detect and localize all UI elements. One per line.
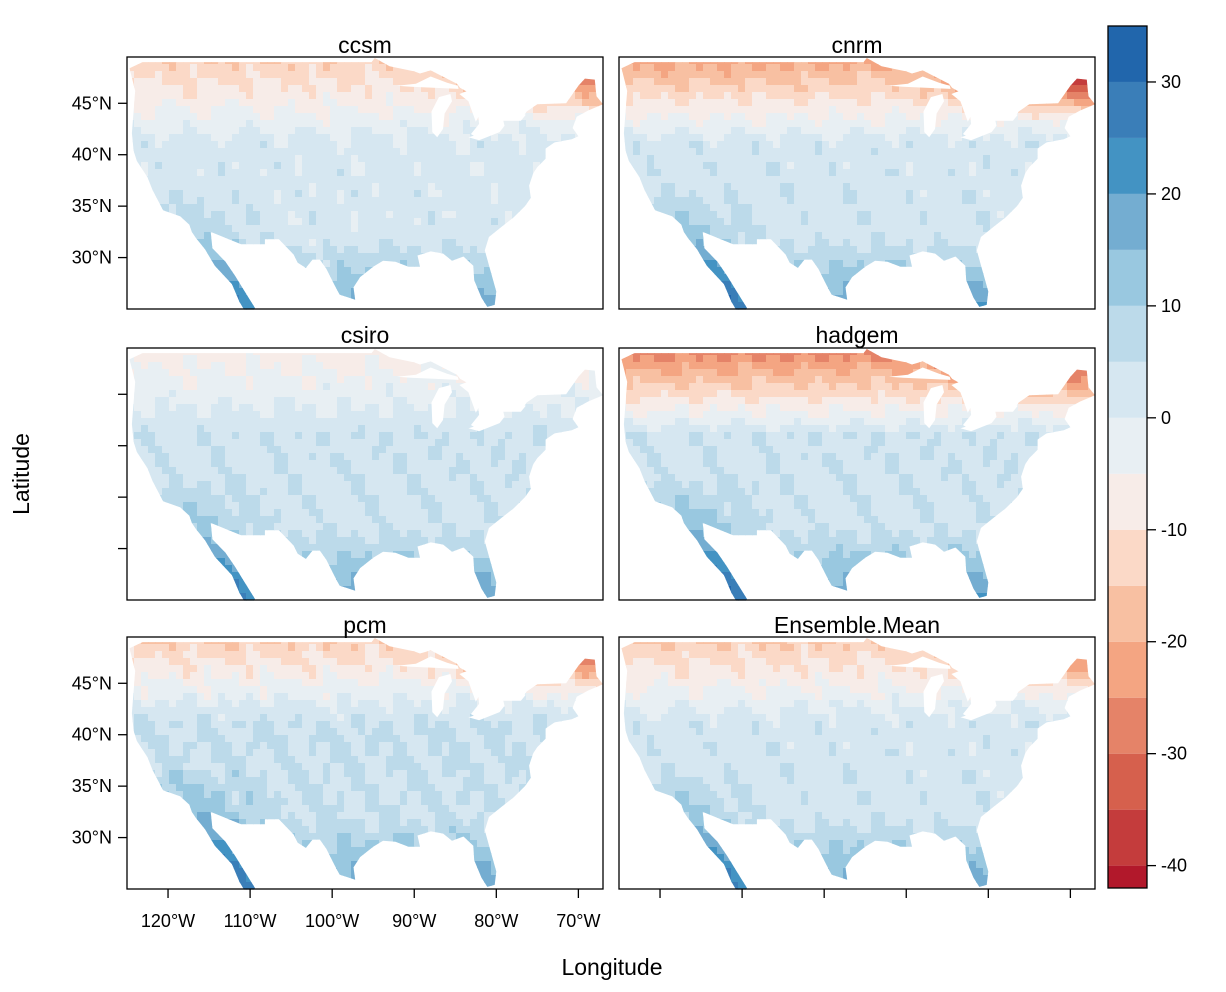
lake-shape (923, 674, 944, 718)
panel-frame (618, 56, 1096, 310)
colorbar-tick-label: 20 (1161, 184, 1181, 204)
colorbar-bin (1108, 697, 1147, 754)
lat-tick-label: 35°N (72, 196, 112, 216)
y-axis-title: Latitude (8, 433, 34, 515)
map-raster (129, 349, 603, 601)
lake-shape (459, 381, 494, 413)
lake-shape (923, 385, 944, 429)
panel-hadgem: hadgem (618, 322, 1096, 601)
colorbar-bin (1108, 26, 1147, 82)
colorbar-frame (1107, 25, 1148, 889)
lake-shape (923, 94, 944, 138)
lake-shape (498, 694, 526, 701)
colorbar-bin (1108, 305, 1147, 362)
colorbar-bin (1108, 585, 1147, 642)
colorbar-bin (1108, 865, 1147, 888)
colorbar-bin (1108, 193, 1147, 250)
lat-tick-label: 30°N (72, 828, 112, 848)
lon-tick-label: 70°W (556, 911, 600, 931)
panel-frame (126, 636, 604, 890)
lake-shape (431, 674, 452, 718)
panel-cnrm: cnrm (618, 32, 1096, 310)
axes-layer: 45°N 40°N 35°N 30°N 45°N 40°N 35°N 30°N 120°W 110… (72, 93, 1072, 931)
lat-tick-label: 30°N (72, 248, 112, 268)
colorbar-bin (1108, 529, 1147, 586)
map-raster (129, 638, 603, 890)
colorbar-bin (1108, 361, 1147, 418)
lake-shape (397, 76, 459, 89)
lake-shape (960, 705, 997, 721)
colorbar-bin (1108, 81, 1147, 138)
lake-shape (951, 670, 986, 702)
panel-frame (126, 347, 604, 601)
panel-ccsm: ccsm (126, 32, 604, 310)
lake-shape (990, 405, 1018, 412)
lake-shape (431, 94, 452, 138)
colorbar-tick-label: -20 (1161, 632, 1187, 652)
lake-shape (960, 125, 997, 141)
panel-title-hadgem: hadgem (815, 322, 898, 348)
lake-shape (889, 656, 951, 669)
panel-title-ensemble-mean: Ensemble.Mean (774, 612, 940, 638)
lon-tick-label: 80°W (474, 911, 518, 931)
lon-tick-label: 110°W (224, 911, 277, 931)
colorbar-tick-label: 0 (1161, 408, 1171, 428)
x-axis-title: Longitude (561, 954, 662, 980)
colorbar-tick-label: -40 (1161, 856, 1187, 876)
lat-tick-label: 40°N (72, 725, 112, 745)
lake-shape (951, 90, 986, 122)
colorbar-bin (1108, 753, 1147, 810)
colorbar-bin (1108, 473, 1147, 530)
colorbar-tick-label: -30 (1161, 744, 1187, 764)
colorbar-bin (1108, 249, 1147, 306)
lake-shape (431, 385, 452, 429)
colorbar-tick-label: 10 (1161, 296, 1181, 316)
panel-title-cnrm: cnrm (831, 32, 882, 58)
colorbar-bin (1108, 417, 1147, 474)
colorbar-bin (1108, 809, 1147, 866)
lake-shape (498, 405, 526, 412)
colorbar-tick-label: -10 (1161, 520, 1187, 540)
lake-shape (990, 114, 1018, 121)
lat-tick-label: 40°N (72, 145, 112, 165)
panel-title-csiro: csiro (341, 322, 390, 348)
panel-frame (618, 347, 1096, 601)
lake-shape (468, 705, 505, 721)
lake-shape (468, 416, 505, 432)
colorbar-bin (1108, 641, 1147, 698)
lake-shape (990, 694, 1018, 701)
map-raster (129, 58, 603, 310)
lake-shape (951, 381, 986, 413)
lake-shape (498, 114, 526, 121)
panel-pcm: pcm (126, 612, 604, 890)
lake-shape (889, 367, 951, 380)
lake-shape (960, 416, 997, 432)
panel-title-pcm: pcm (343, 612, 386, 638)
panel-ensemble-mean: Ensemble.Mean (618, 612, 1096, 890)
colorbar: -40 -30 -20 -10 0 10 20 30 (1107, 25, 1187, 889)
lake-shape (889, 76, 951, 89)
map-raster (621, 58, 1095, 310)
lon-tick-label: 100°W (305, 911, 359, 931)
lon-tick-label: 90°W (392, 911, 436, 931)
panel-frame (126, 56, 604, 310)
map-raster (621, 349, 1095, 601)
map-raster (621, 638, 1095, 890)
colorbar-bin (1108, 137, 1147, 194)
lake-shape (397, 656, 459, 669)
lake-shape (397, 367, 459, 380)
panel-frame (618, 636, 1096, 890)
panel-csiro: csiro (126, 322, 604, 601)
lake-shape (459, 90, 494, 122)
lat-tick-label: 45°N (72, 93, 112, 113)
lake-shape (459, 670, 494, 702)
lat-tick-label: 35°N (72, 776, 112, 796)
lake-shape (468, 125, 505, 141)
colorbar-tick-label: 30 (1161, 72, 1181, 92)
lat-tick-label: 45°N (72, 673, 112, 693)
lon-tick-label: 120°W (141, 911, 195, 931)
panel-title-ccsm: ccsm (338, 32, 392, 58)
